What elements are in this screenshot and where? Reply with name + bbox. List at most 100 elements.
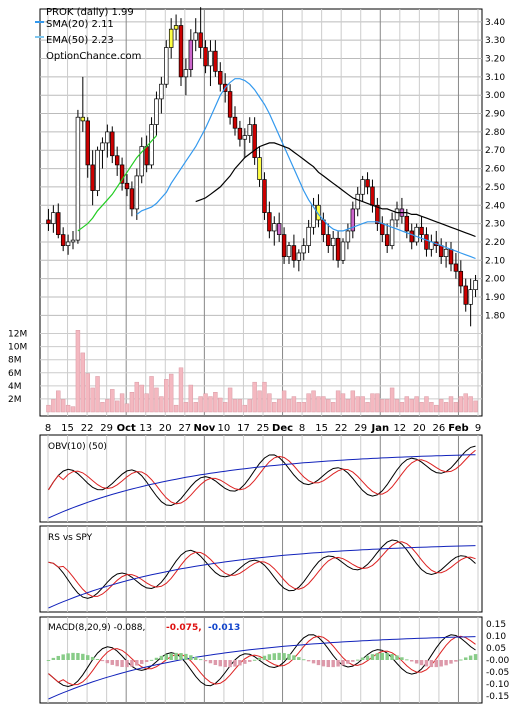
macd-histogram-bar: [76, 653, 80, 660]
x-tick-label: 29: [354, 423, 367, 434]
volume-tick-label: 4M: [8, 382, 22, 392]
volume-bar: [360, 396, 365, 413]
macd-histogram-bar: [125, 660, 129, 668]
macd-histogram-bar: [341, 660, 345, 666]
volume-bar: [208, 396, 213, 413]
macd-histogram-bar: [410, 660, 414, 662]
volume-bar: [227, 387, 233, 413]
volume-bar: [281, 390, 287, 413]
sma-legend-swatch: [35, 21, 44, 23]
candle-body: [80, 116, 86, 122]
macd-histogram-bar: [464, 657, 468, 660]
macd-title: MACD(8,20,9) -0.088,: [48, 623, 145, 633]
candle-body: [119, 164, 125, 184]
macd-histogram-bar: [468, 655, 473, 660]
macd-histogram-bar: [81, 653, 85, 660]
volume-bar: [306, 393, 311, 413]
price-frame: [39, 8, 483, 417]
volume-bar: [350, 390, 356, 413]
candle-body: [208, 50, 213, 67]
volume-bar: [100, 402, 105, 413]
macd-histogram-bar: [326, 660, 330, 668]
macd-histogram-bar: [51, 657, 56, 660]
volume-bar: [183, 402, 189, 413]
volume-bar: [434, 404, 439, 413]
volume-bar: [340, 393, 346, 413]
volume-bar: [105, 399, 110, 413]
panel-frame-2: [39, 616, 483, 704]
macd-histogram-bar: [149, 659, 154, 661]
volume-bar: [321, 396, 326, 413]
x-tick-label: 13: [139, 423, 152, 434]
candle-body: [252, 124, 257, 158]
macd-histogram-bar: [424, 660, 429, 667]
volume-bar: [355, 396, 360, 413]
x-tick-label: 8: [299, 423, 305, 434]
ma-line-2: [77, 135, 157, 232]
volume-tick-label: 10M: [8, 343, 27, 353]
macd-histogram-bar: [257, 657, 262, 660]
volume-bar: [242, 404, 248, 413]
volume-bar: [291, 396, 297, 413]
candle-body: [227, 91, 233, 118]
indicator-line: [48, 539, 476, 599]
volume-bar: [429, 402, 434, 413]
axis-labels: 3.40 3.30 3.20 3.10 3.00 2.90 2.80 2.70 2.60 2.50…: [8, 18, 510, 702]
macd-hist-value: -0.013: [208, 623, 240, 633]
chart-title: PROK (daily) 1.99: [46, 7, 134, 18]
macd-histogram-bar: [208, 660, 213, 664]
candle-body: [340, 241, 346, 261]
indicator-line: [48, 445, 476, 507]
x-tick-label: 8: [45, 423, 51, 434]
macd-histogram-bar: [429, 660, 434, 668]
volume-bar: [335, 390, 341, 413]
macd-histogram-bar: [360, 657, 365, 660]
candle-body: [164, 47, 169, 85]
x-tick-label: 27: [178, 423, 191, 434]
x-tick-label: Feb: [448, 423, 468, 434]
macd-histogram-bar: [86, 655, 90, 660]
x-tick-label: 20: [413, 423, 426, 434]
candle-body: [56, 212, 61, 235]
volume-bar: [232, 399, 238, 413]
ma-line-0: [136, 78, 476, 260]
macd-histogram-bar: [243, 660, 247, 664]
candle-body: [291, 245, 297, 261]
x-tick-label: Dec: [272, 423, 293, 434]
candle-body: [350, 208, 356, 232]
candle-body: [242, 135, 248, 140]
candle-body: [60, 234, 66, 246]
volume-bar: [311, 390, 316, 413]
volume-bar: [453, 402, 459, 413]
candle-body: [203, 47, 208, 67]
x-tick-label: Nov: [193, 423, 215, 434]
price-tick-label: 3.30: [485, 36, 505, 46]
volume-bar: [380, 399, 385, 413]
trend-line: [48, 636, 476, 700]
candle-body: [335, 237, 341, 261]
volume-bar: [85, 373, 90, 413]
x-tick-label: 22: [81, 423, 94, 434]
macd-histogram-bar: [356, 659, 360, 661]
candle-body: [443, 248, 449, 257]
volume-bar: [218, 397, 223, 413]
candle-body: [409, 230, 414, 243]
volume-bar: [149, 376, 154, 413]
panel-frame-1: [39, 525, 483, 613]
macd-histogram-bar: [46, 660, 51, 661]
candle-body: [311, 204, 316, 228]
price-tick-label: 3.20: [485, 55, 505, 65]
volume-bar: [110, 389, 115, 413]
x-tick-label: 29: [100, 423, 113, 434]
price-tick-label: 2.50: [485, 183, 505, 193]
candle-body: [218, 71, 223, 85]
candle-body: [193, 32, 198, 41]
macd-histogram-bar: [321, 660, 326, 667]
candle-body: [90, 164, 95, 191]
candle-body: [453, 263, 459, 272]
volume-bar: [468, 396, 473, 413]
macd-histogram-bar: [454, 660, 458, 662]
macd-tick-label: 0.10: [486, 632, 506, 642]
volume-bar: [247, 399, 252, 413]
ema-legend-label: EMA(50) 2.23: [46, 35, 114, 46]
